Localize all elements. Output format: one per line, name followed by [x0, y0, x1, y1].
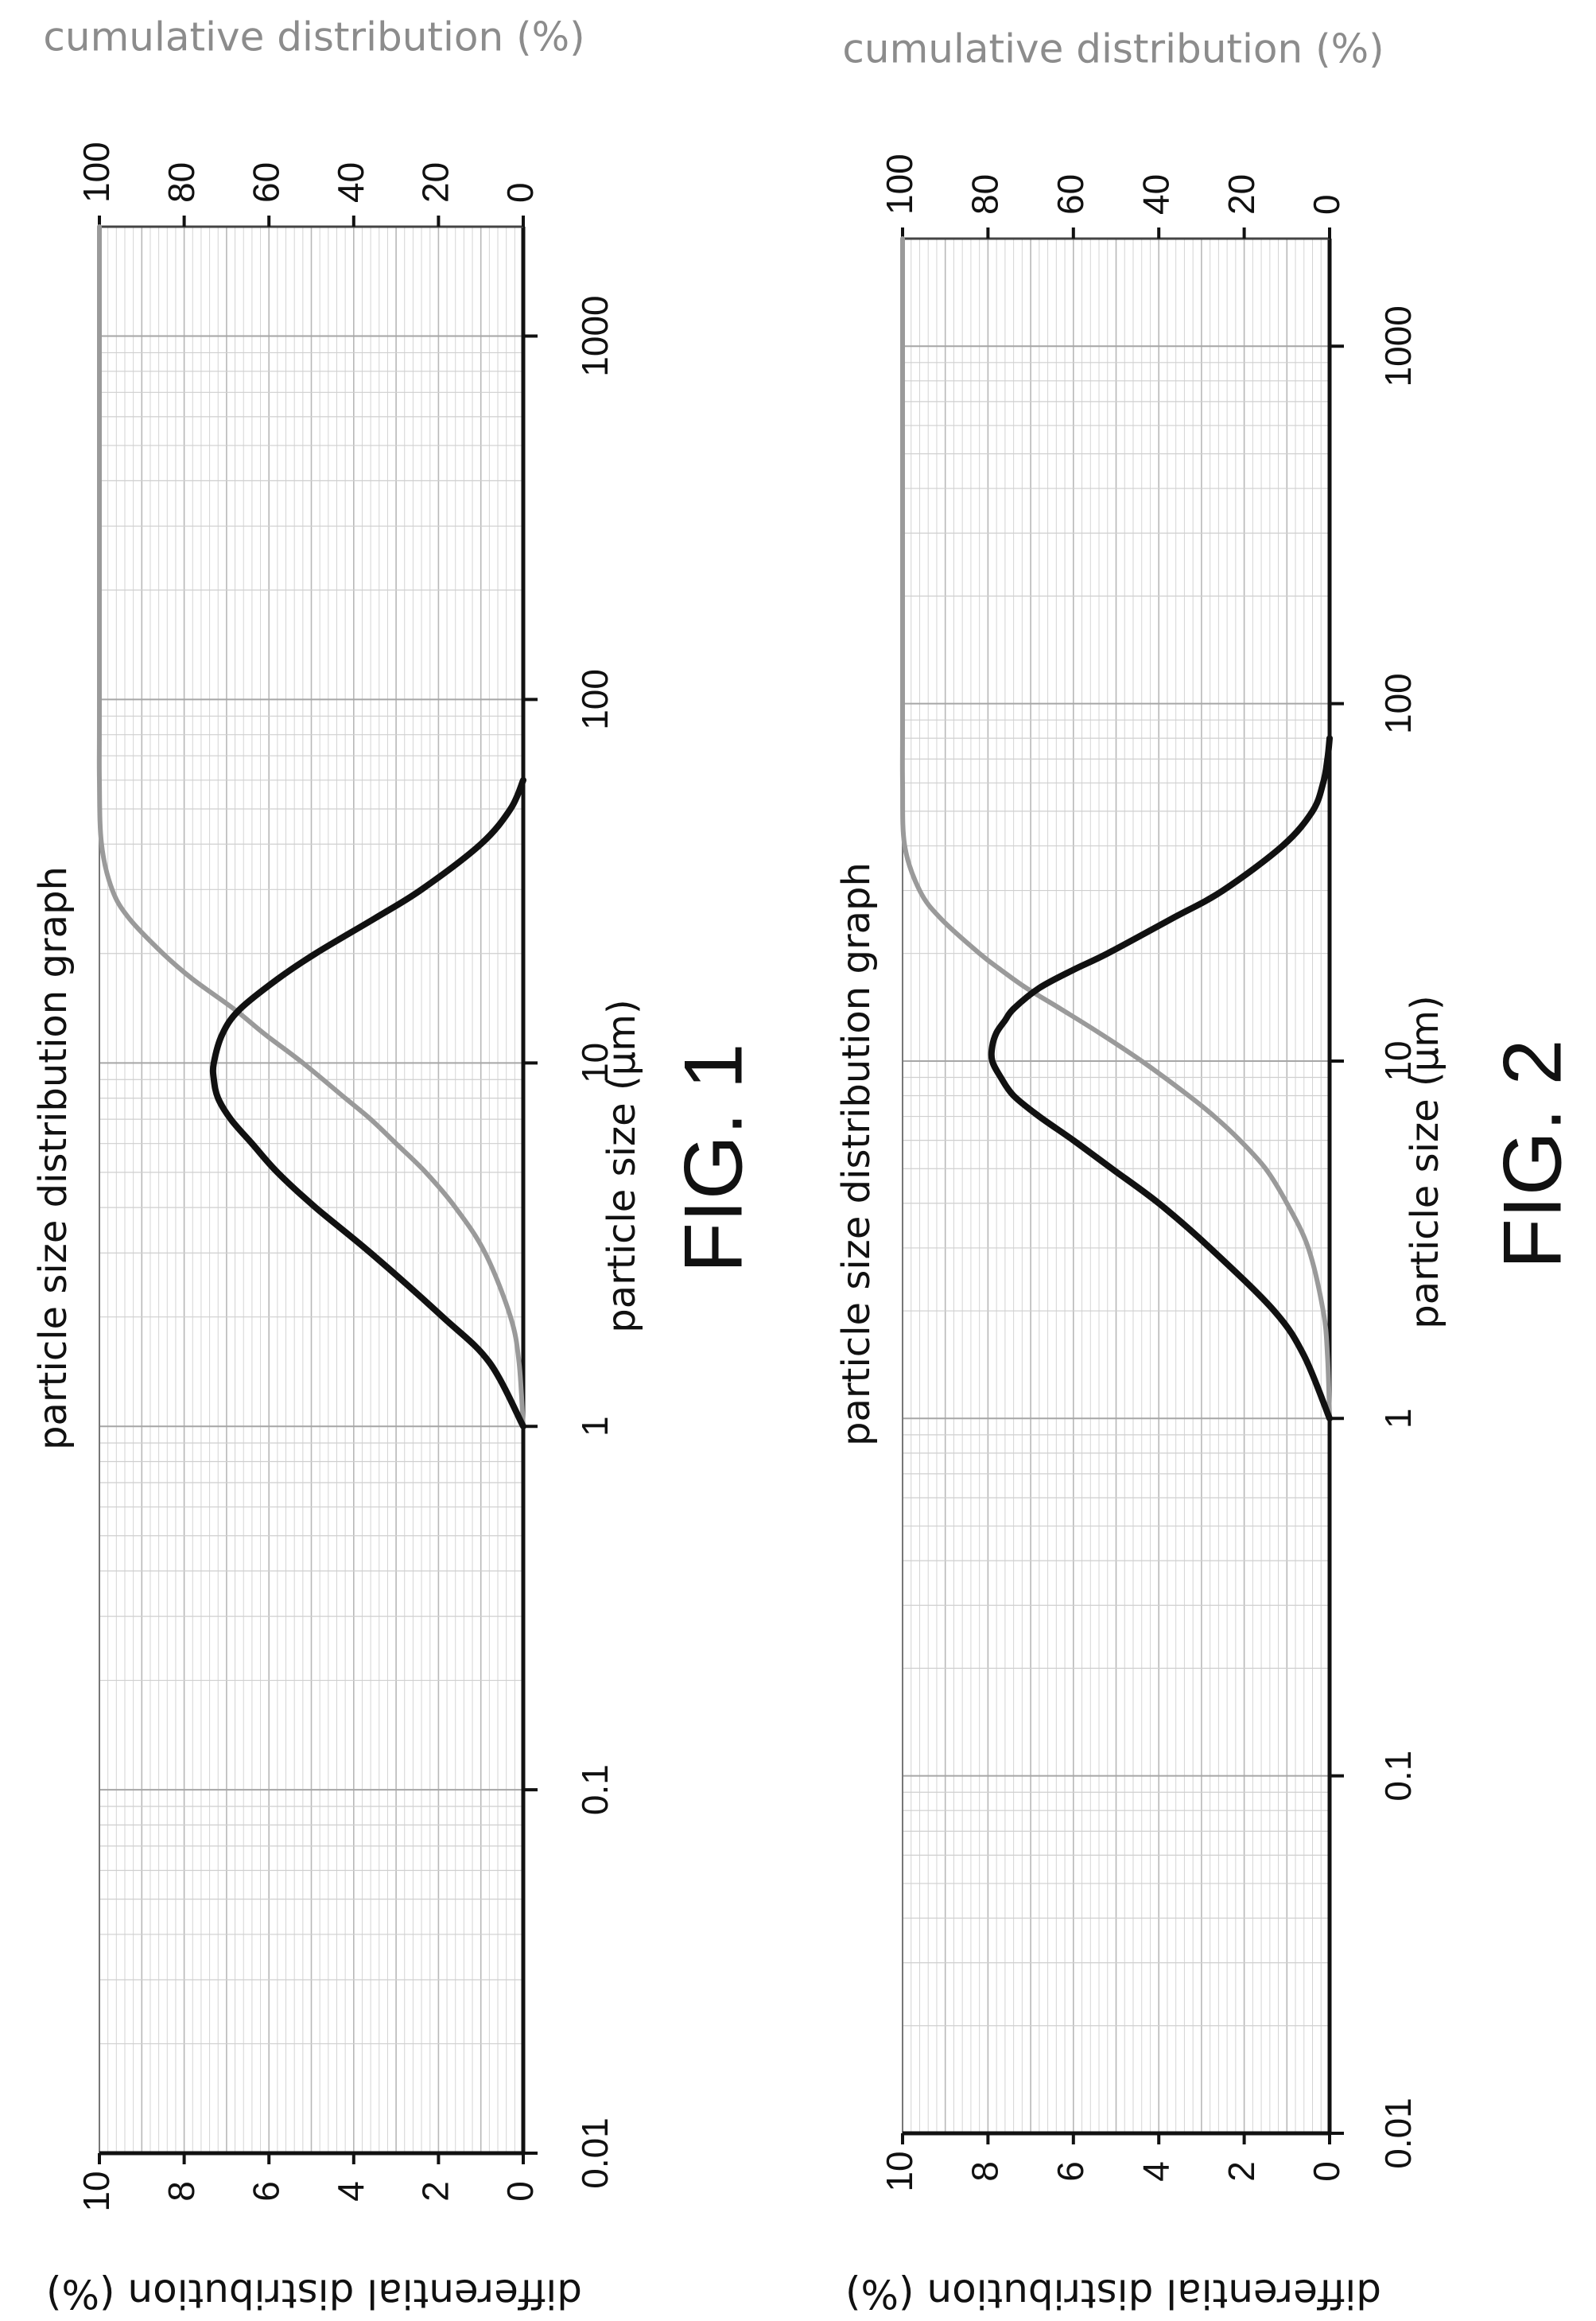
cumulative-tick-label: 100 [879, 154, 920, 215]
differential-tick-label: 8 [161, 2181, 202, 2202]
differential-tick-label: 10 [879, 2151, 920, 2191]
cumulative-tick-label: 40 [330, 162, 371, 203]
cumulative-tick-label: 60 [1050, 174, 1091, 215]
differential-tick-label: 0 [1306, 2161, 1347, 2182]
cumulative-tick-label: 80 [965, 174, 1006, 215]
x-tick-label: 1 [1377, 1409, 1419, 1429]
x-axis-label: particle size (µm) [1403, 995, 1447, 1328]
x-tick-label: 0.1 [574, 1764, 615, 1815]
differential-axis-label: differential distribution (%) [46, 2271, 582, 2317]
differential-tick-label: 0 [499, 2181, 541, 2202]
chart-title: particle size distribution graph [834, 862, 879, 1446]
differential-tick-label: 4 [330, 2181, 371, 2202]
x-axis-label: particle size (µm) [600, 999, 644, 1332]
x-tick-label: 0.01 [574, 2117, 615, 2189]
figure-label: FIG. 2 [1486, 1040, 1579, 1269]
cumulative-tick-label: 60 [245, 162, 286, 203]
cumulative-tick-label: 0 [499, 182, 541, 203]
differential-tick-label: 6 [1050, 2161, 1091, 2182]
differential-distribution-line [213, 780, 523, 1426]
cumulative-tick-label: 0 [1306, 194, 1347, 215]
cumulative-axis-label: cumulative distribution (%) [43, 14, 584, 60]
cumulative-tick-label: 80 [161, 162, 202, 203]
x-tick-label: 100 [574, 669, 615, 730]
differential-tick-label: 2 [1221, 2161, 1262, 2182]
x-tick-label: 1000 [574, 295, 615, 376]
chart-title: particle size distribution graph [31, 866, 76, 1450]
x-tick-label: 0.1 [1377, 1751, 1419, 1802]
figure-2: 0.010.111010010000246810020406080100cumu… [834, 26, 1579, 2317]
differential-tick-label: 2 [415, 2181, 456, 2202]
cumulative-tick-label: 20 [415, 162, 456, 203]
cumulative-tick-label: 100 [76, 142, 117, 203]
figure-1: 0.010.111010010000246810020406080100cumu… [31, 14, 759, 2317]
differential-tick-label: 4 [1135, 2161, 1176, 2182]
differential-axis-label: differential distribution (%) [845, 2271, 1381, 2317]
differential-tick-label: 10 [76, 2171, 117, 2211]
cumulative-tick-label: 20 [1221, 174, 1262, 215]
cumulative-tick-label: 40 [1135, 174, 1176, 215]
differential-distribution-line [992, 738, 1330, 1418]
x-tick-label: 1000 [1377, 305, 1419, 387]
x-tick-label: 0.01 [1377, 2097, 1419, 2169]
grid [99, 227, 523, 2153]
grid [903, 239, 1330, 2133]
cumulative-axis-label: cumulative distribution (%) [842, 26, 1384, 72]
x-tick-label: 100 [1377, 673, 1419, 734]
differential-tick-label: 6 [245, 2181, 286, 2202]
figure-label: FIG. 1 [667, 1044, 759, 1273]
differential-tick-label: 8 [965, 2161, 1006, 2182]
x-tick-label: 1 [574, 1416, 615, 1437]
